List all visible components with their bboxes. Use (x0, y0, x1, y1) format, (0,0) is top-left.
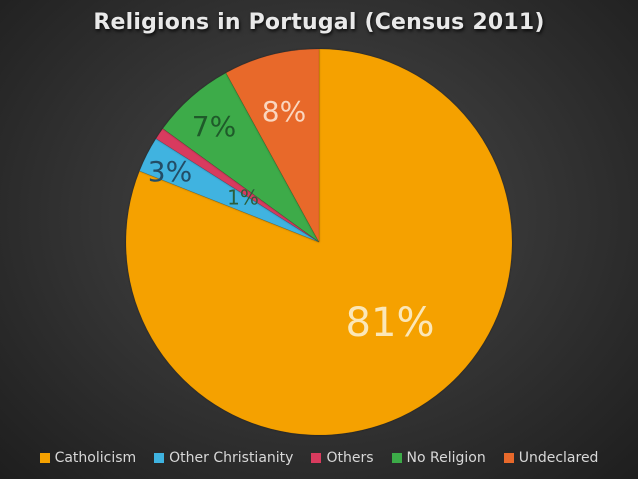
pie-slice-undeclared (225, 48, 320, 243)
legend-swatch (503, 453, 514, 463)
data-label-no-religion: 7% (192, 110, 236, 143)
data-label-others: 1% (227, 186, 259, 210)
legend-label: Catholicism (54, 450, 137, 466)
legend-swatch (391, 453, 402, 463)
legend-label: Other Christianity (169, 450, 294, 466)
legend: Catholicism Other Christianity Others No Re… (0, 450, 638, 466)
legend-swatch (154, 453, 165, 463)
data-label-catholicism: 81% (346, 300, 435, 346)
legend-item-others: Others (311, 450, 374, 466)
legend-label: Others (326, 450, 374, 466)
legend-swatch (39, 453, 50, 463)
chart-title: Religions in Portugal (Census 2011) (93, 10, 545, 35)
legend-item-catholicism: Catholicism (39, 450, 137, 466)
legend-label: Undeclared (518, 450, 599, 466)
legend-label: No Religion (406, 450, 486, 466)
legend-swatch (311, 453, 322, 463)
data-label-undeclared: 8% (262, 95, 306, 128)
data-label-other-christianity: 3% (148, 155, 192, 188)
legend-item-undeclared: Undeclared (503, 450, 599, 466)
legend-item-other-christianity: Other Christianity (154, 450, 293, 466)
legend-item-no-religion: No Religion (391, 450, 486, 466)
